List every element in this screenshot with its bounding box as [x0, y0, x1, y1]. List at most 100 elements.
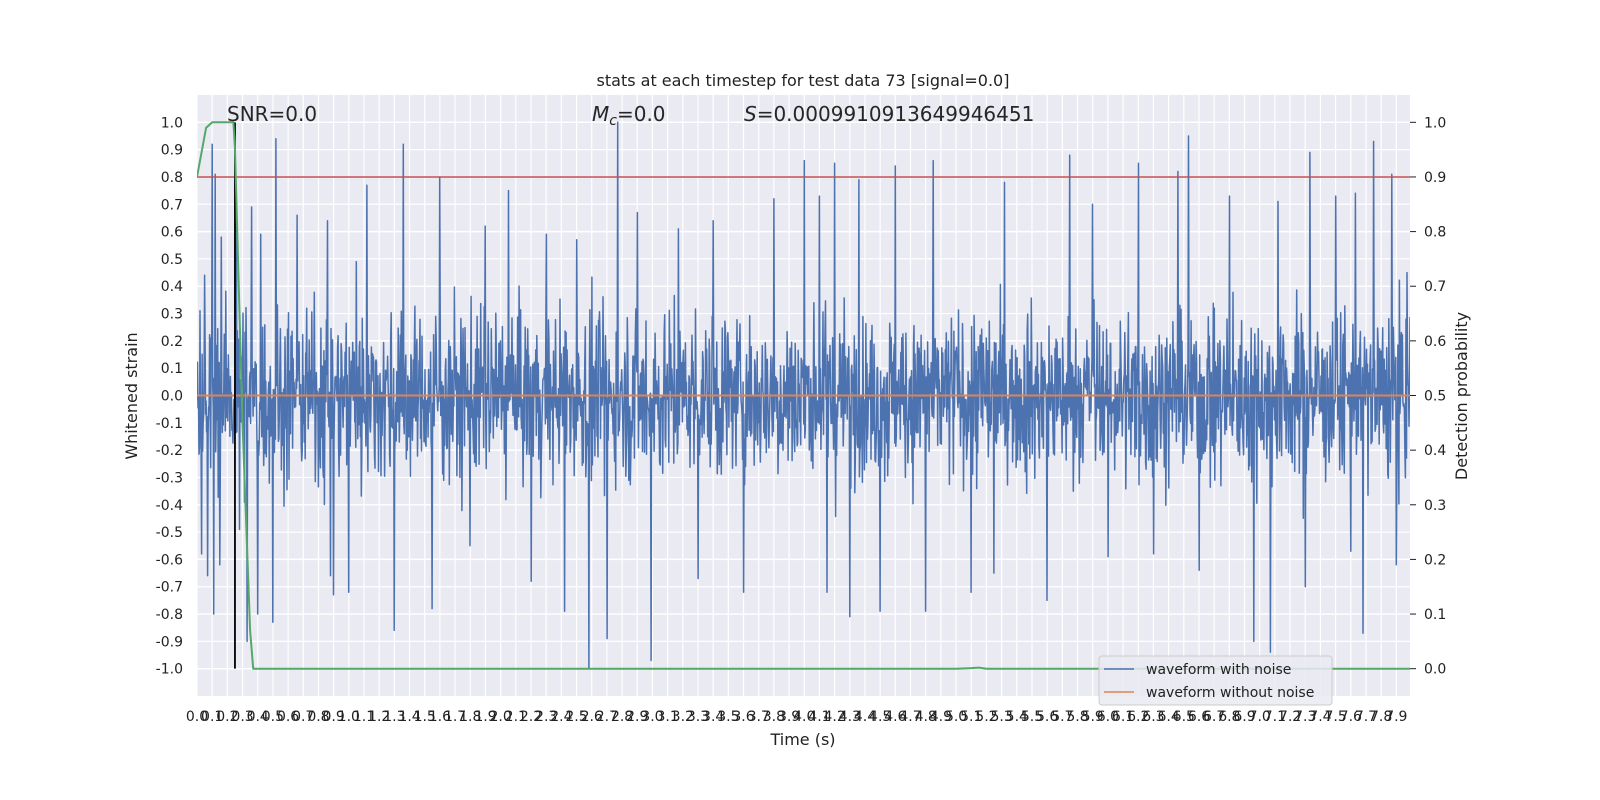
x-tick-label: 0.5	[262, 709, 284, 725]
y2-tick-label: 0.3	[1424, 498, 1446, 514]
y-axis-right-ticks: 1.0 0.9 0.8 0.7 0.6 0.5 0.4 0.3 0.2 0.1 0.0	[1410, 115, 1446, 678]
y-tick-label: 0.4	[161, 279, 183, 295]
x-tick-label: 3.2	[672, 709, 694, 725]
x-tick-label: 6.2	[1127, 709, 1149, 725]
x-tick-label: 3.5	[717, 709, 739, 725]
x-tick-label: 4.0	[793, 709, 815, 725]
x-tick-label: 7.5	[1324, 709, 1346, 725]
mc-value: =0.0	[617, 102, 666, 126]
y-tick-label: 0.3	[161, 307, 183, 323]
y2-tick-label: 0.0	[1424, 662, 1446, 678]
y2-tick-label: 0.2	[1424, 552, 1446, 568]
x-tick-label: 5.2	[975, 709, 997, 725]
x-tick-label: 2.9	[626, 709, 648, 725]
x-tick-label: 5.4	[1006, 709, 1028, 725]
y-tick-label: 0.6	[161, 225, 183, 241]
x-tick-label: 0.7	[292, 709, 314, 725]
y2-tick-label: 1.0	[1424, 115, 1446, 131]
y-tick-label: -1.0	[156, 662, 183, 678]
x-tick-label: 5.5	[1021, 709, 1043, 725]
x-tick-label: 1.3	[383, 709, 405, 725]
x-tick-label: 2.0	[489, 709, 511, 725]
x-tick-label: 4.1	[808, 709, 830, 725]
legend-label-without-noise: waveform without noise	[1146, 685, 1314, 701]
x-tick-label: 5.7	[1051, 709, 1073, 725]
y2-tick-label: 0.5	[1424, 389, 1446, 405]
series-detection-probability	[197, 121, 1410, 670]
y2-tick-label: 0.4	[1424, 443, 1446, 459]
x-tick-label: 6.1	[1112, 709, 1134, 725]
x-tick-label: 6.8	[1218, 709, 1240, 725]
y2-tick-label: 0.8	[1424, 225, 1446, 241]
x-tick-label: 4.7	[899, 709, 921, 725]
x-tick-label: 3.4	[702, 709, 724, 725]
x-tick-label: 4.5	[869, 709, 891, 725]
x-tick-label: 0.1	[201, 709, 223, 725]
y2-axis-label: Detection probability	[1452, 312, 1471, 480]
x-tick-label: 4.6	[884, 709, 906, 725]
x-tick-label: 6.3	[1142, 709, 1164, 725]
x-tick-label: 4.8	[915, 709, 937, 725]
y-tick-label: 0.1	[161, 361, 183, 377]
y-tick-label: 0.7	[161, 197, 183, 213]
y-tick-label: -0.8	[156, 607, 183, 623]
x-tick-label: 0.3	[231, 709, 253, 725]
x-tick-label: 2.1	[505, 709, 527, 725]
x-tick-label: 0.6	[277, 709, 299, 725]
snr-annotation: SNR=0.0	[227, 102, 317, 126]
x-tick-label: 0.2	[216, 709, 238, 725]
x-tick-label: 2.6	[581, 709, 603, 725]
x-tick-label: 7.4	[1309, 709, 1331, 725]
x-tick-label: 4.2	[823, 709, 845, 725]
x-tick-label: 5.0	[945, 709, 967, 725]
y-axis-label: Whitened strain	[122, 332, 141, 459]
x-tick-label: 6.6	[1188, 709, 1210, 725]
x-tick-label: 5.1	[960, 709, 982, 725]
x-tick-label: 0.8	[307, 709, 329, 725]
x-tick-label: 2.2	[520, 709, 542, 725]
x-tick-label: 7.3	[1294, 709, 1316, 725]
y2-tick-label: 0.1	[1424, 607, 1446, 623]
x-tick-label: 5.6	[1036, 709, 1058, 725]
x-tick-label: 1.2	[368, 709, 390, 725]
legend-label-with-noise: waveform with noise	[1146, 662, 1291, 678]
mc-symbol: M	[592, 102, 609, 126]
x-tick-label: 7.8	[1370, 709, 1392, 725]
x-tick-label: 7.2	[1279, 709, 1301, 725]
x-tick-label: 4.4	[854, 709, 876, 725]
x-tick-label: 2.8	[611, 709, 633, 725]
y-tick-label: -0.7	[156, 580, 183, 596]
y-tick-label: -0.1	[156, 416, 183, 432]
y-tick-label: 0.8	[161, 170, 183, 186]
x-tick-label: 6.5	[1173, 709, 1195, 725]
x-tick-label: 3.0	[641, 709, 663, 725]
y-tick-label: -0.4	[156, 498, 183, 514]
y2-tick-label: 0.7	[1424, 279, 1446, 295]
x-tick-label: 3.7	[748, 709, 770, 725]
y-tick-label: 0.9	[161, 143, 183, 159]
x-tick-label: 0.4	[247, 709, 269, 725]
x-tick-label: 7.7	[1355, 709, 1377, 725]
x-axis-ticks: 0.00.10.20.30.40.50.60.70.80.91.01.11.21…	[186, 709, 1408, 725]
x-tick-label: 2.3	[535, 709, 557, 725]
legend: waveform with noise waveform without noi…	[1098, 655, 1333, 706]
s-value: =0.0009910913649946451	[757, 102, 1035, 126]
y-tick-label: 0.2	[161, 334, 183, 350]
x-tick-label: 0.9	[323, 709, 345, 725]
x-tick-label: 1.4	[398, 709, 420, 725]
x-tick-label: 3.1	[656, 709, 678, 725]
x-tick-label: 1.8	[459, 709, 481, 725]
series-waveform-with-noise	[197, 121, 1410, 670]
s-symbol: S	[744, 102, 757, 126]
y-tick-label: 0.5	[161, 252, 183, 268]
y2-tick-label: 0.6	[1424, 334, 1446, 350]
x-tick-label: 6.4	[1157, 709, 1179, 725]
x-tick-label: 2.5	[565, 709, 587, 725]
x-tick-label: 3.9	[778, 709, 800, 725]
x-tick-label: 7.0	[1249, 709, 1271, 725]
x-tick-label: 2.7	[596, 709, 618, 725]
y-tick-label: 1.0	[161, 115, 183, 131]
x-tick-label: 1.0	[338, 709, 360, 725]
x-tick-label: 1.5	[414, 709, 436, 725]
chirp-mass-annotation: Mc=0.0	[592, 102, 666, 129]
